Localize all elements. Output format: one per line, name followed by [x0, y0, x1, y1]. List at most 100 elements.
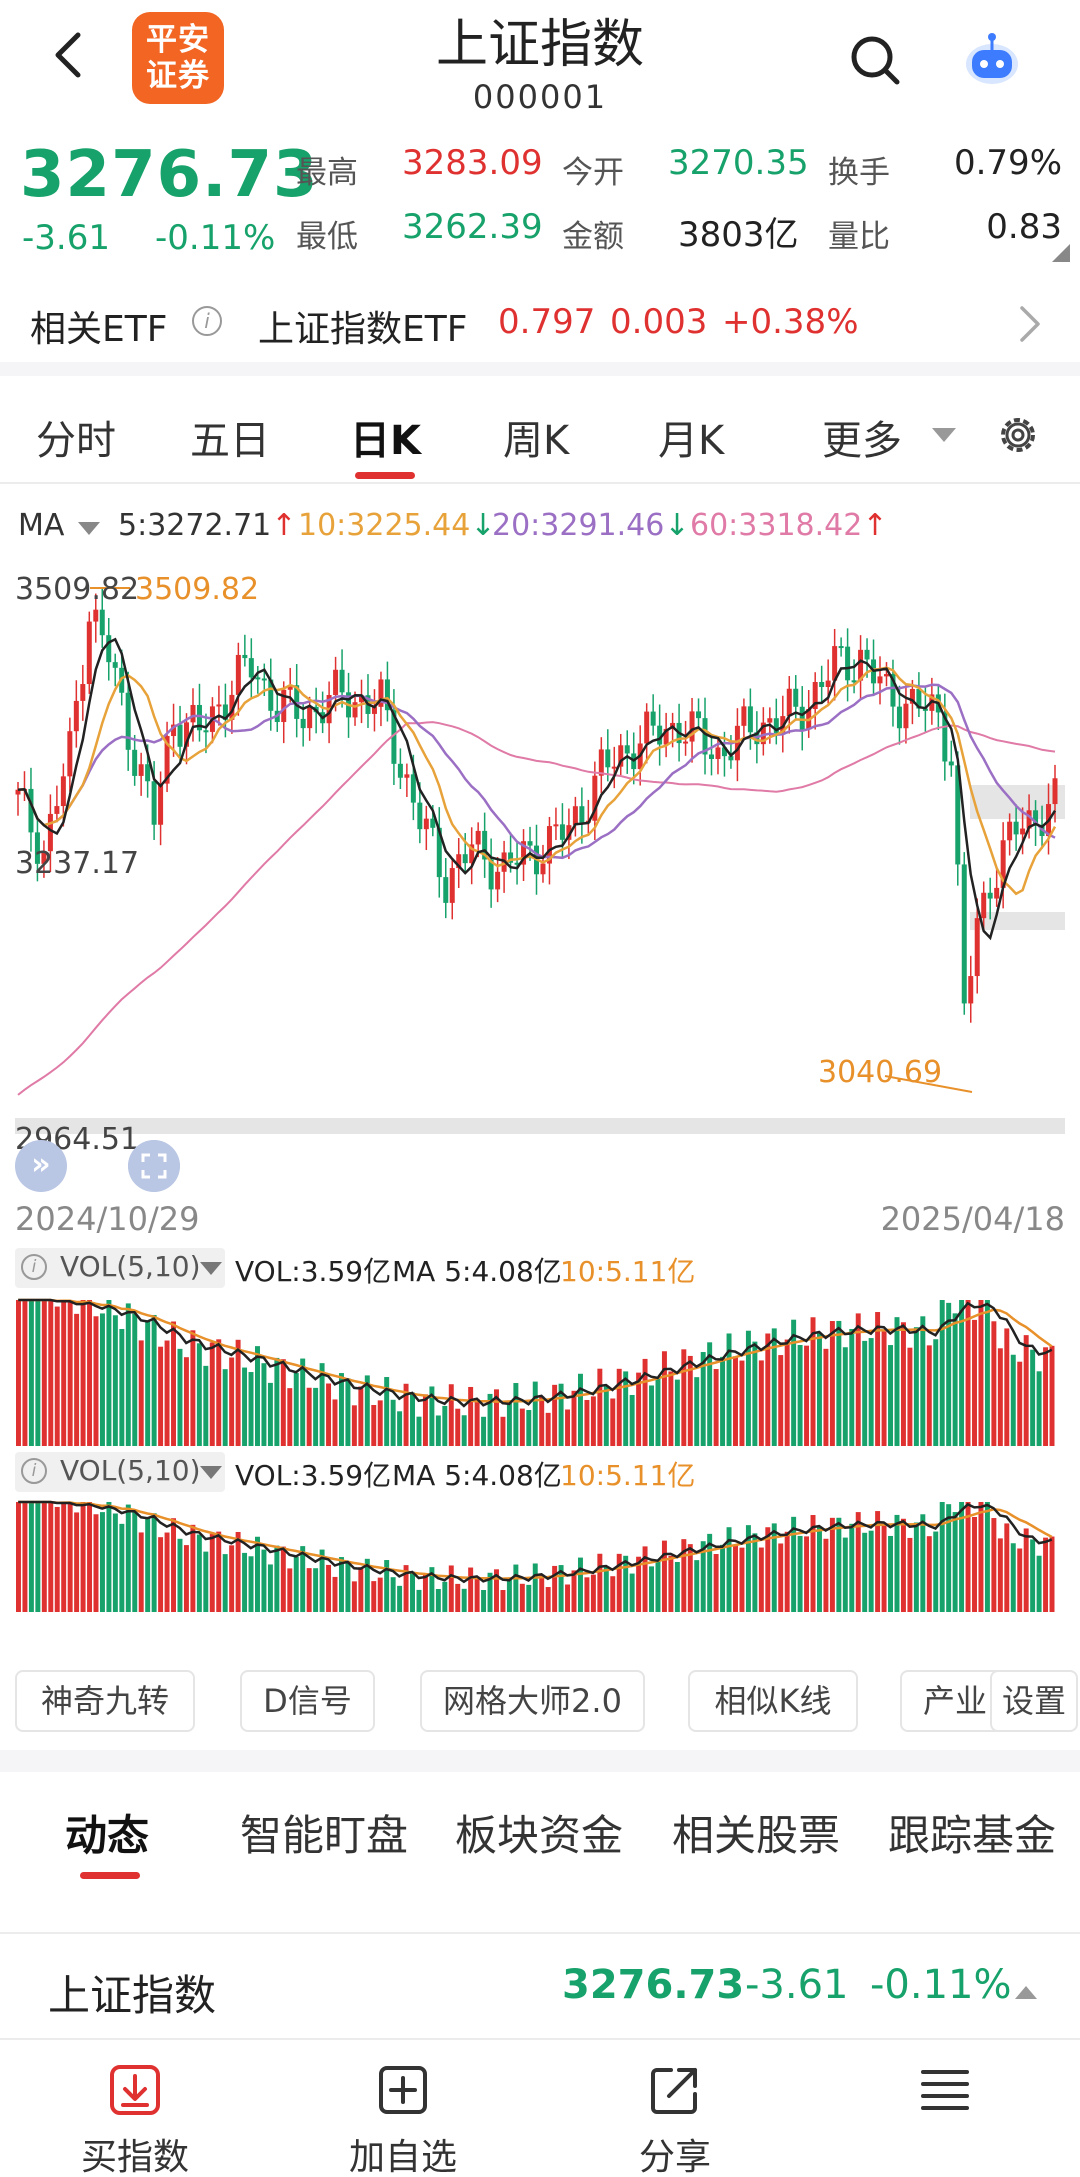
candle-body — [34, 832, 40, 864]
min-marker-line — [884, 1075, 973, 1093]
candle-body — [715, 747, 721, 759]
volume-indicator-selector[interactable]: i VOL(5,10) — [15, 1452, 225, 1492]
related-etf-row[interactable]: 相关ETF i 上证指数ETF 0.797 0.003 +0.38% — [0, 290, 1080, 360]
bottom-quote-change: -3.61 — [745, 1962, 849, 2008]
volume-indicator-selector[interactable]: i VOL(5,10) — [15, 1248, 225, 1288]
chevron-up-icon[interactable] — [1015, 1986, 1037, 1999]
chevron-down-icon[interactable] — [78, 522, 100, 535]
volume-chart-2[interactable] — [15, 1496, 1065, 1612]
volume-bar — [778, 1355, 784, 1446]
volume-bar — [881, 1331, 887, 1446]
volume-selector-label: VOL(5,10) — [60, 1454, 201, 1487]
candle-body — [248, 658, 254, 678]
chevron-down-icon[interactable] — [932, 428, 956, 442]
info-icon[interactable]: i — [21, 1254, 47, 1280]
candle-body — [410, 774, 416, 803]
ai-robot-icon[interactable] — [960, 28, 1024, 92]
candle-body — [93, 609, 99, 622]
candle-body — [184, 722, 190, 747]
expand-corner-icon[interactable] — [1052, 244, 1070, 262]
tab-smart-watch[interactable]: 智能盯盘 — [240, 1811, 409, 1860]
volume-bar — [403, 1383, 409, 1446]
chevron-down-icon[interactable] — [200, 1466, 222, 1479]
fullscreen-icon[interactable] — [128, 1140, 180, 1192]
volume-bar — [558, 1565, 564, 1612]
volume-bar — [132, 1512, 138, 1612]
add-watchlist-icon — [379, 2066, 427, 2114]
volume-bar — [435, 1589, 441, 1612]
volume-bar — [991, 1321, 997, 1446]
tool-magic-nine[interactable]: 神奇九转 — [15, 1670, 195, 1732]
candle-body — [832, 646, 838, 681]
volume-bar — [797, 1535, 803, 1612]
candlestick-chart[interactable] — [0, 560, 1080, 1140]
volume-bar — [255, 1536, 260, 1612]
gear-icon[interactable] — [995, 412, 1041, 458]
volume-bar — [209, 1533, 215, 1612]
candle-body — [942, 712, 948, 762]
volume-bar — [138, 1532, 144, 1612]
candle-body — [261, 678, 267, 681]
info-icon[interactable]: i — [192, 306, 222, 336]
tab-monthly-k[interactable]: 月K — [658, 418, 725, 464]
volume-bar — [1049, 1536, 1055, 1612]
tab-intraday[interactable]: 分时 — [36, 418, 116, 464]
back-arrow-icon[interactable] — [40, 25, 100, 85]
vol-ma5-line — [18, 1500, 1053, 1584]
volume-bar — [636, 1372, 642, 1446]
label-amount: 金额 — [562, 219, 624, 255]
volume-chart-1[interactable] — [15, 1294, 1065, 1446]
bottom-quote-bar[interactable]: 上证指数 3276.73 -3.61 -0.11% — [0, 1934, 1080, 2038]
volume-bar — [900, 1322, 906, 1446]
tab-more[interactable]: 更多 — [822, 418, 902, 464]
volume-bar — [707, 1533, 713, 1612]
volume-bar — [61, 1502, 67, 1612]
candle-body — [845, 646, 851, 681]
add-watchlist-button[interactable]: 加自选 — [303, 2040, 503, 2177]
volume-bar — [733, 1356, 738, 1446]
search-icon[interactable] — [845, 30, 905, 90]
vol-ma10: 10:5.11亿 — [560, 1459, 696, 1492]
volume-bar — [526, 1409, 532, 1446]
bottom-quote-price: 3276.73 — [562, 1962, 745, 2008]
ma20-line — [17, 683, 1056, 860]
buy-index-button[interactable]: 买指数 — [35, 2040, 235, 2177]
volume-bar — [972, 1516, 977, 1612]
candle-body — [799, 706, 805, 730]
tool-similar-k[interactable]: 相似K线 — [688, 1670, 858, 1732]
info-icon[interactable]: i — [21, 1458, 47, 1484]
volume-bar — [952, 1512, 958, 1612]
volume-bar — [913, 1327, 919, 1446]
tab-sector-funds[interactable]: 板块资金 — [455, 1811, 624, 1860]
volume-bar — [80, 1502, 86, 1612]
chevron-down-icon[interactable] — [200, 1262, 222, 1275]
tab-daily-k[interactable]: 日K — [350, 418, 421, 464]
candle-body — [164, 736, 170, 784]
volume-bar — [791, 1516, 797, 1612]
ma-label[interactable]: MA — [18, 508, 65, 543]
volume-bar — [778, 1543, 784, 1612]
volume-bar — [145, 1320, 151, 1446]
tool-d-signal[interactable]: D信号 — [240, 1670, 375, 1732]
tool-grid-master[interactable]: 网格大师2.0 — [420, 1670, 645, 1732]
tool-settings[interactable]: 设置 — [990, 1670, 1078, 1732]
volume-bar — [313, 1387, 319, 1446]
volume-bar — [22, 1502, 28, 1612]
candle-body — [158, 783, 164, 825]
menu-button[interactable] — [845, 2040, 1045, 2177]
volume-bar — [242, 1552, 248, 1612]
candle-body — [611, 766, 617, 769]
tab-weekly-k[interactable]: 周K — [503, 418, 570, 464]
tab-five-day[interactable]: 五日 — [190, 418, 270, 464]
tab-news[interactable]: 动态 — [65, 1811, 150, 1860]
share-button[interactable]: 分享 — [575, 2040, 775, 2177]
volume-bar — [1030, 1349, 1036, 1446]
tab-related-stocks[interactable]: 相关股票 — [672, 1811, 841, 1860]
tab-tracking-funds[interactable]: 跟踪基金 — [888, 1811, 1057, 1860]
volume-bar — [377, 1577, 383, 1612]
current-price: 3276.73 — [20, 138, 319, 212]
fast-forward-icon[interactable]: » — [15, 1140, 67, 1192]
volume-bar — [410, 1571, 415, 1612]
chevron-right-icon[interactable] — [1010, 302, 1050, 346]
volume-bar — [888, 1535, 894, 1612]
